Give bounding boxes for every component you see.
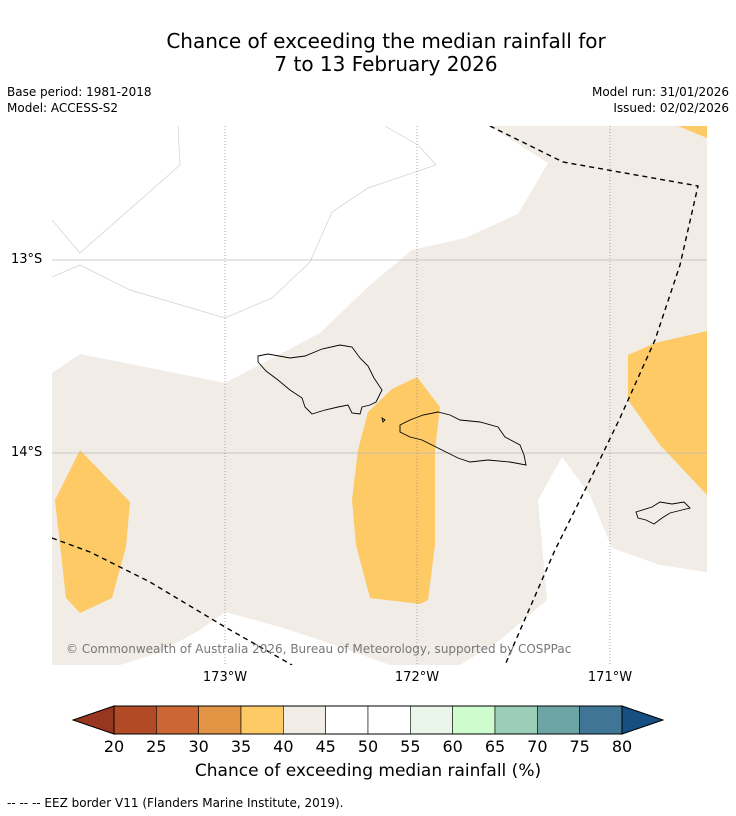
colorbar-segment-50-55 <box>367 705 411 735</box>
region-35-40-ne <box>678 126 707 138</box>
colorbar-segment-65-70 <box>494 705 538 735</box>
colorbar-tick-45: 45 <box>315 737 336 756</box>
colorbar-tick-35: 35 <box>230 737 252 756</box>
colorbar-tick-70: 70 <box>527 737 548 756</box>
colorbar-frame <box>113 705 623 735</box>
colorbar-tick-40: 40 <box>273 737 294 756</box>
colorbar-tick-60: 60 <box>442 737 463 756</box>
colorbar-segment-70-75 <box>537 705 580 735</box>
graticule <box>52 126 707 665</box>
colorbar-segment-25-30 <box>156 705 199 735</box>
colorbar-tick-75: 75 <box>569 737 590 756</box>
tutuila-island <box>635 501 691 525</box>
colorbar-segment-20-25 <box>113 705 157 735</box>
issued-date: Issued: 02/02/2026 <box>613 101 729 115</box>
coastlines <box>257 344 691 525</box>
colorbar <box>71 705 665 735</box>
colorbar-segment-35-40 <box>240 705 284 735</box>
colorbar-label: Chance of exceeding median rainfall (%) <box>194 761 542 781</box>
colorbar-tick-25: 25 <box>146 737 167 756</box>
upolu-island <box>399 411 527 466</box>
colorbar-segment-60-65 <box>452 705 496 735</box>
colorbar-tick-80: 80 <box>611 737 633 756</box>
savaii-island <box>257 344 383 415</box>
chart-title: Chance of exceeding the median rainfall … <box>0 30 736 76</box>
lon-label-172w: 172°W <box>394 670 440 685</box>
colorbar-under-triangle <box>71 705 115 735</box>
region-35-40-west <box>55 450 130 613</box>
model-name: Model: ACCESS-S2 <box>7 101 119 115</box>
eez-legend-note: -- -- -- EEZ border V11 (Flanders Marine… <box>7 796 344 810</box>
title-line-1: Chance of exceeding the median rainfall … <box>166 29 606 53</box>
lon-label-173w: 173°W <box>202 670 248 685</box>
map: © Commonwealth of Australia 2026, Bureau… <box>52 126 707 665</box>
colorbar-segment-55-60 <box>410 705 453 735</box>
region-35-40-central <box>352 377 440 604</box>
colorbar-segment-40-45 <box>283 705 326 735</box>
contour-lines <box>52 126 437 319</box>
title-line-2: 7 to 13 February 2026 <box>274 52 498 76</box>
base-period: Base period: 1981-2018 <box>7 85 152 99</box>
colorbar-over-triangle <box>621 705 665 735</box>
colorbar-segment-45-50 <box>325 705 369 735</box>
lon-label-171w: 171°W <box>587 670 633 685</box>
colorbar-tick-50: 50 <box>357 737 379 756</box>
manono-islet <box>381 416 386 423</box>
colorbar-segments <box>113 705 623 735</box>
colorbar-segment-75-80 <box>579 705 623 735</box>
lat-label-13s: 13°S <box>11 252 43 267</box>
copyright-text: © Commonwealth of Australia 2026, Bureau… <box>66 642 571 656</box>
eez-border <box>52 126 699 665</box>
meta-left: Base period: 1981-2018 Model: ACCESS-S2 <box>7 84 152 116</box>
colorbar-tick-55: 55 <box>400 737 421 756</box>
region-35-40-east <box>628 331 707 495</box>
colorbar-segment-30-35 <box>198 705 242 735</box>
lat-label-14s: 14°S <box>11 445 43 460</box>
model-run: Model run: 31/01/2026 <box>591 85 729 99</box>
colorbar-tick-65: 65 <box>484 737 506 756</box>
colorbar-tick-30: 30 <box>188 737 209 756</box>
colorbar-tick-20: 20 <box>103 737 125 756</box>
meta-right: Model run: 31/01/2026 Issued: 02/02/2026 <box>592 84 729 116</box>
